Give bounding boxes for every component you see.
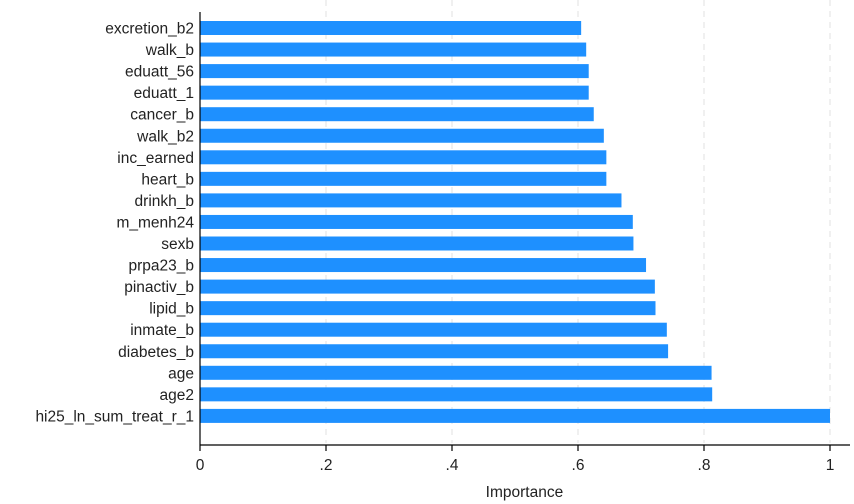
category-label: walk_b2 — [136, 128, 194, 145]
category-label: diabetes_b — [118, 344, 194, 361]
category-label: heart_b — [141, 171, 194, 188]
category-label: hi25_ln_sum_treat_r_1 — [35, 408, 194, 425]
bar — [200, 107, 594, 122]
category-label: cancer_b — [130, 107, 194, 124]
category-label: m_menh24 — [116, 214, 194, 231]
bar — [200, 150, 607, 165]
category-label: inmate_b — [130, 322, 194, 339]
category-label: prpa23_b — [128, 258, 194, 275]
bar — [200, 85, 589, 100]
bar — [200, 408, 830, 423]
bar — [200, 128, 604, 143]
x-tick-label: .8 — [698, 457, 711, 474]
category-labels: excretion_b2 walk_b eduatt_56 eduatt_1cance… — [35, 21, 194, 426]
bar — [200, 236, 634, 251]
category-label: pinactiv_b — [124, 279, 194, 296]
bar — [200, 193, 622, 208]
category-label: eduatt_56 — [125, 64, 194, 81]
x-tick-label: 1 — [826, 457, 835, 474]
bar — [200, 387, 713, 402]
bar — [200, 42, 587, 57]
bar — [200, 301, 656, 316]
x-tick-label: 0 — [196, 457, 205, 474]
bar — [200, 21, 582, 35]
category-label: age2 — [160, 387, 194, 404]
bars — [200, 21, 830, 423]
category-label: sexb — [161, 236, 194, 253]
bar — [200, 214, 633, 229]
bar — [200, 279, 655, 294]
axes — [199, 12, 850, 446]
category-label: lipid_b — [149, 301, 194, 318]
category-label: eduatt_1 — [134, 85, 194, 102]
bar — [200, 322, 667, 337]
bar — [200, 365, 712, 380]
bar — [200, 64, 589, 79]
category-label: age — [168, 365, 194, 382]
category-label: inc_earned — [117, 150, 194, 167]
category-label: drinkh_b — [135, 193, 194, 210]
bar — [200, 344, 669, 359]
category-label: excretion_b2 — [105, 21, 194, 38]
bar — [200, 258, 647, 273]
x-ticks: 0 .2 .4 .6 .8 1 — [196, 445, 835, 474]
x-tick-label: .6 — [572, 457, 585, 474]
bar — [200, 171, 607, 186]
category-label: walk_b — [145, 42, 194, 59]
x-tick-label: .2 — [320, 457, 333, 474]
x-axis-title: Importance — [486, 484, 564, 501]
x-tick-label: .4 — [446, 457, 459, 474]
